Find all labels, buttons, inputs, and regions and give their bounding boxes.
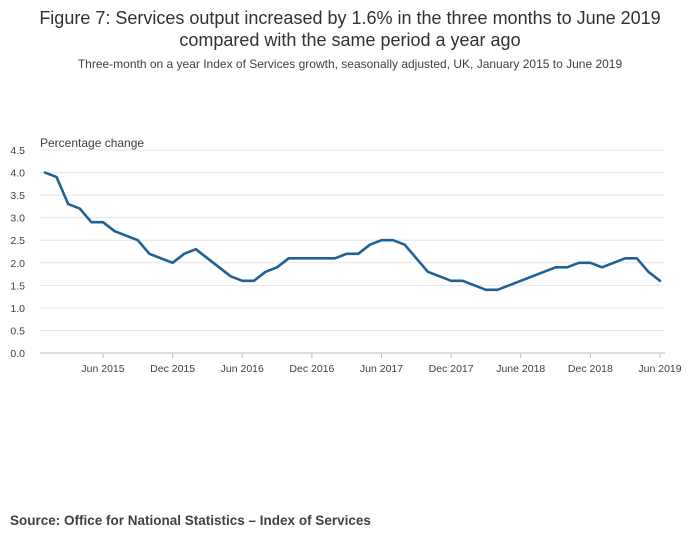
y-tick-label: 2.5 — [10, 235, 25, 247]
y-tick-label: 3.0 — [10, 213, 25, 225]
chart-subtitle: Three-month on a year Index of Services … — [77, 57, 623, 71]
x-tick-label: Dec 2015 — [150, 363, 195, 375]
y-tick-label: 4.0 — [10, 168, 25, 180]
x-axis-ticks: Jun 2015 Dec 2015 Jun 2016 Dec 2016 Jun 2017… — [81, 353, 682, 375]
chart-title: Figure 7: Services output increased by 1… — [39, 8, 661, 50]
series-group — [43, 171, 662, 292]
series-line — [43, 171, 662, 292]
source-note: Source: Office for National Statistics –… — [10, 513, 371, 528]
y-axis-label: Percentage change — [40, 136, 144, 150]
y-tick-label: 2.0 — [10, 258, 25, 270]
gridlines — [40, 149, 665, 354]
x-tick-label: June 2018 — [496, 363, 545, 375]
x-tick-label: Dec 2016 — [289, 363, 334, 375]
x-tick-label: Dec 2018 — [568, 363, 613, 375]
y-tick-label: 0.0 — [10, 348, 25, 360]
y-tick-label: 3.5 — [10, 190, 25, 202]
x-tick-label: Dec 2017 — [429, 363, 474, 375]
y-tick-label: 0.5 — [10, 325, 25, 337]
y-tick-label: 1.0 — [10, 303, 25, 315]
y-axis-ticks: 0.0 0.5 1.0 1.5 2.0 2.5 3.0 3.5 4.0 4.5 — [10, 145, 25, 360]
y-tick-label: 4.5 — [10, 145, 25, 157]
x-tick-label: Jun 2017 — [360, 363, 403, 375]
x-tick-label: Jun 2015 — [81, 363, 124, 375]
x-tick-label: Jun 2016 — [221, 363, 264, 375]
x-tick-label: Jun 2019 — [638, 363, 681, 375]
y-tick-label: 1.5 — [10, 280, 25, 292]
